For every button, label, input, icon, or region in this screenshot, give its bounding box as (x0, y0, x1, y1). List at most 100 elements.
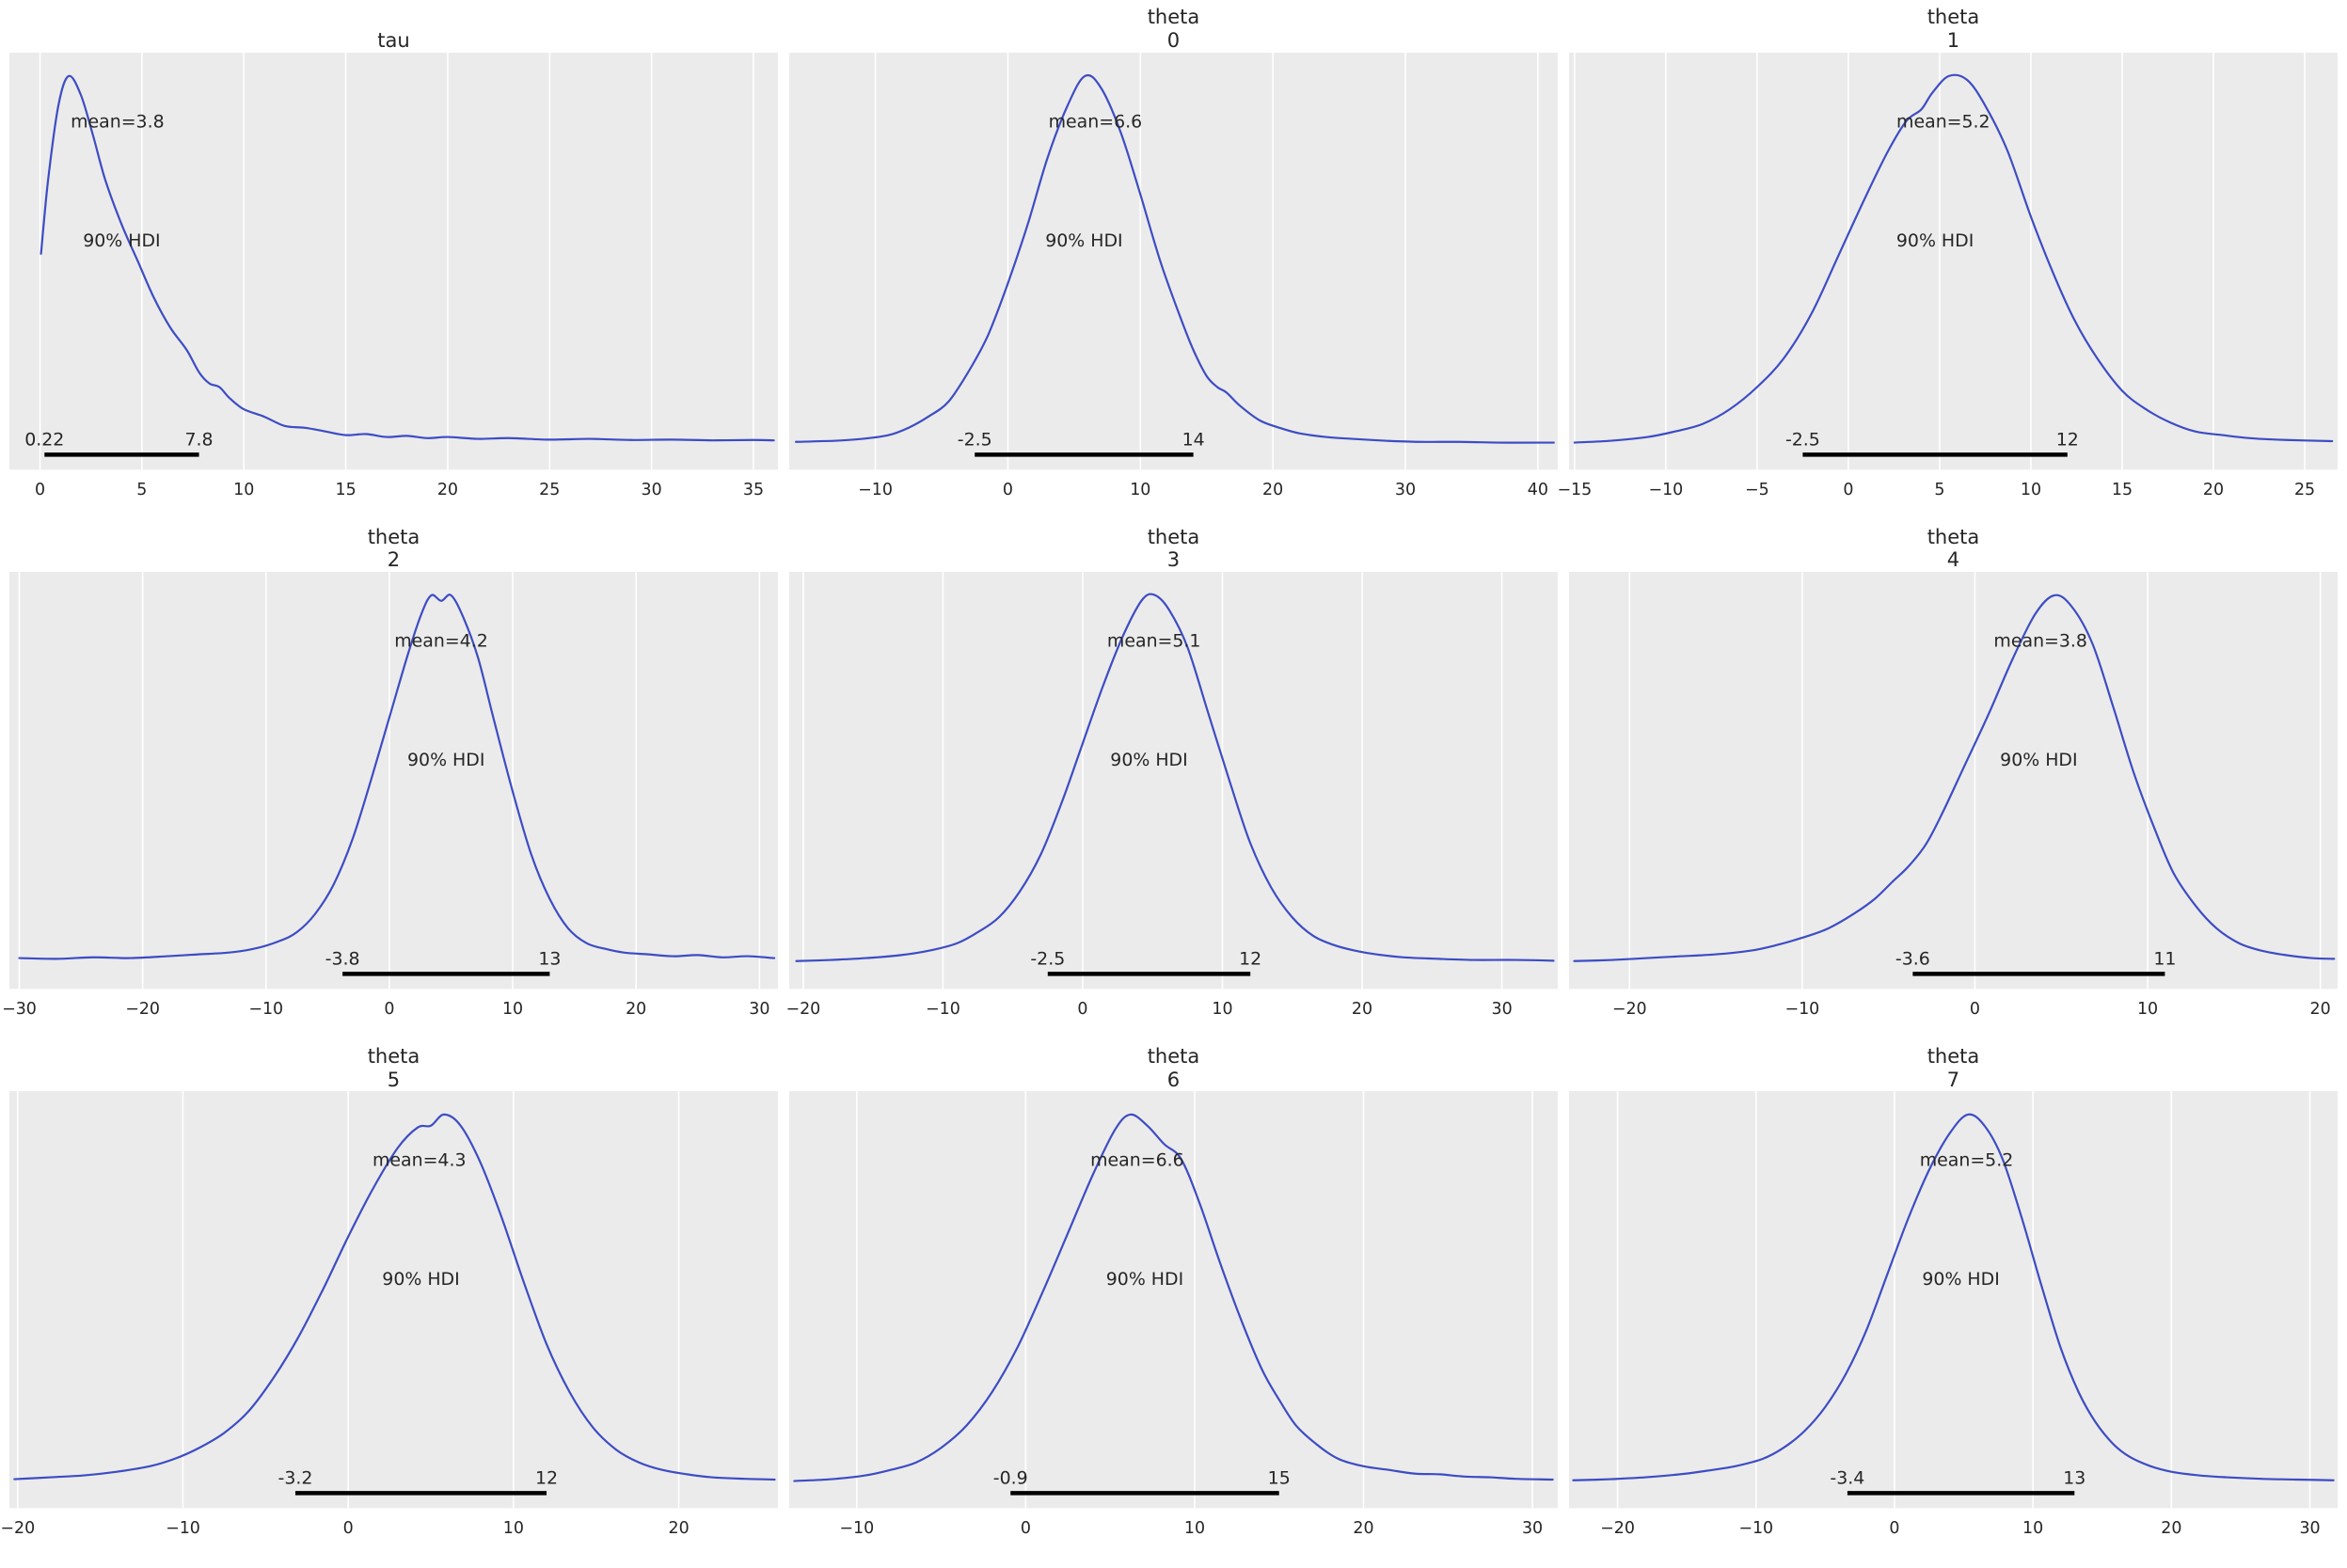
x-tick-label: −20 (1612, 1000, 1647, 1019)
subplot-theta-0: theta 0 −10 0 10 20 30 40 mean=6.6 90% HDI -2.5 1… (789, 4, 1558, 521)
mean-label: mean=5.2 (1896, 112, 1990, 133)
x-tick-label: 30 (2299, 1520, 2320, 1539)
kde-curve (40, 74, 775, 442)
x-tick-label: 10 (502, 1000, 523, 1019)
x-tick-label: 30 (1395, 481, 1416, 499)
plot-area (9, 572, 778, 990)
x-tick-label: −10 (1738, 1520, 1773, 1539)
hdi-hi-label: 13 (2063, 1468, 2085, 1489)
subplot-theta-3: theta 3 −20 −10 0 10 20 30 mean=5.1 90% HDI -2.5… (785, 523, 1558, 1040)
x-tick-label: 20 (2203, 481, 2224, 499)
hdi-hi-label: 13 (538, 949, 561, 970)
x-tick-label: −20 (125, 1000, 160, 1019)
plot-area (789, 53, 1558, 470)
x-tick-label: 20 (437, 481, 458, 499)
x-tick-label: −10 (839, 1520, 874, 1539)
subplot-theta-4: theta 4 −20 −10 0 10 20 mean=3.8 90% HDI -3.6 11 (1569, 523, 2338, 1040)
plot-canvas: −30 −20 −10 0 10 20 30 mean=4.2 90% HDI -3.8 13 (2, 572, 778, 1019)
kde-curve (795, 593, 1555, 963)
x-tick-label: 10 (233, 481, 254, 499)
hdi-interval-label: 90% HDI (1110, 750, 1187, 770)
plot-canvas: −20 −10 0 10 20 mean=3.8 90% HDI -3.6 11 (1569, 572, 2338, 1019)
x-tick-label: 20 (626, 1000, 646, 1019)
x-tick-label: −20 (785, 1000, 820, 1019)
subplot-title: theta 6 (1147, 1044, 1200, 1091)
subplot-theta-6: theta 6 −10 0 10 20 30 mean=6.6 90% HDI -0.9 15 (789, 1042, 1558, 1560)
x-tick-label: 20 (668, 1520, 689, 1539)
hdi-interval-label: 90% HDI (1045, 230, 1122, 251)
kde-curve (18, 594, 776, 960)
plot-canvas: −10 0 10 20 30 40 mean=6.6 90% HDI -2.5 14 (789, 53, 1558, 499)
x-tick-label: 20 (1262, 481, 1283, 499)
subplot-title: theta 3 (1147, 525, 1200, 572)
plot-area (1569, 1091, 2338, 1509)
x-tick-label: 5 (136, 481, 147, 499)
x-tick-label: 30 (642, 481, 662, 499)
hdi-lo-label: 0.22 (24, 429, 64, 450)
x-tick-label: 0 (384, 1000, 394, 1019)
subplot-theta-7: theta 7 −20 −10 0 10 20 30 mean=5.2 90% HDI -3.4… (1569, 1042, 2338, 1560)
hdi-interval-label: 90% HDI (382, 1270, 459, 1291)
x-tick-label: −10 (926, 1000, 960, 1019)
mean-label: mean=4.2 (394, 631, 488, 652)
mean-label: mean=4.3 (373, 1150, 467, 1171)
x-tick-label: 5 (1934, 481, 1944, 499)
x-tick-label: −10 (1648, 481, 1683, 499)
plot-area (9, 1091, 778, 1509)
plot-canvas: −20 −10 0 10 20 30 mean=5.1 90% HDI -2.5 12 (785, 572, 1558, 1019)
x-tick-label: 20 (2161, 1520, 2181, 1539)
mean-label: mean=5.1 (1107, 631, 1201, 652)
x-tick-label: 10 (1212, 1000, 1232, 1019)
hdi-lo-label: -3.4 (1830, 1468, 1864, 1489)
x-tick-label: −5 (1745, 481, 1769, 499)
plot-canvas: −20 −10 0 10 20 mean=4.3 90% HDI -3.2 12 (0, 1091, 778, 1539)
hdi-hi-label: 12 (2056, 429, 2079, 450)
hdi-hi-label: 11 (2153, 949, 2176, 970)
x-tick-label: 10 (2137, 1000, 2158, 1019)
hdi-lo-label: -3.6 (1895, 949, 1930, 970)
subplot-title: theta 0 (1147, 6, 1200, 53)
mean-label: mean=6.6 (1090, 1150, 1184, 1171)
x-tick-label: −30 (2, 1000, 37, 1019)
hdi-interval-label: 90% HDI (1922, 1270, 1999, 1291)
hdi-interval-label: 90% HDI (1896, 230, 1974, 251)
x-tick-label: −20 (0, 1520, 35, 1539)
x-tick-label: 0 (1889, 1520, 1899, 1539)
x-tick-label: 30 (1491, 1000, 1512, 1019)
x-tick-label: 10 (503, 1520, 524, 1539)
x-tick-label: −10 (248, 1000, 283, 1019)
subplot-title: theta 1 (1927, 6, 1980, 53)
x-tick-label: 0 (343, 1520, 354, 1539)
subplot-theta-2: theta 2 −30 −20 −10 0 10 20 30 mean=4.2 90% HDI -… (2, 523, 778, 1040)
subplot-title: tau (377, 29, 410, 53)
plot-canvas: −10 0 10 20 30 mean=6.6 90% HDI -0.9 15 (789, 1091, 1558, 1539)
x-tick-label: 0 (1077, 1000, 1087, 1019)
x-tick-label: 0 (1970, 1000, 1980, 1019)
hdi-lo-label: -3.8 (325, 949, 360, 970)
subplot-title: theta 5 (367, 1044, 420, 1091)
hdi-lo-label: -0.9 (993, 1468, 1028, 1489)
plot-canvas: −20 −10 0 10 20 30 mean=5.2 90% HDI -3.4 13 (1569, 1091, 2338, 1539)
x-tick-label: 35 (743, 481, 764, 499)
hdi-hi-label: 12 (1239, 949, 1261, 970)
plot-area (1569, 572, 2338, 990)
hdi-lo-label: -3.2 (278, 1468, 313, 1489)
hdi-hi-label: 7.8 (185, 429, 214, 450)
plot-area (789, 572, 1558, 990)
hdi-lo-label: -2.5 (1030, 949, 1065, 970)
kde-curve (1573, 594, 2336, 963)
x-tick-label: 25 (539, 481, 560, 499)
x-tick-label: 20 (2310, 1000, 2331, 1019)
mean-label: mean=6.6 (1049, 112, 1143, 133)
hdi-interval-label: 90% HDI (407, 750, 484, 770)
x-tick-label: 0 (1021, 1520, 1031, 1539)
x-tick-label: 30 (1522, 1520, 1543, 1539)
hdi-interval-label: 90% HDI (2000, 750, 2077, 770)
x-tick-label: −10 (1784, 1000, 1819, 1019)
x-tick-label: 20 (1352, 1000, 1372, 1019)
plot-canvas: 0 5 10 15 20 25 30 35 mean=3.8 90% HDI 0.22 7.8 (9, 53, 778, 499)
x-tick-label: 10 (1184, 1520, 1205, 1539)
x-tick-label: 20 (1353, 1520, 1373, 1539)
x-tick-label: −10 (858, 481, 893, 499)
